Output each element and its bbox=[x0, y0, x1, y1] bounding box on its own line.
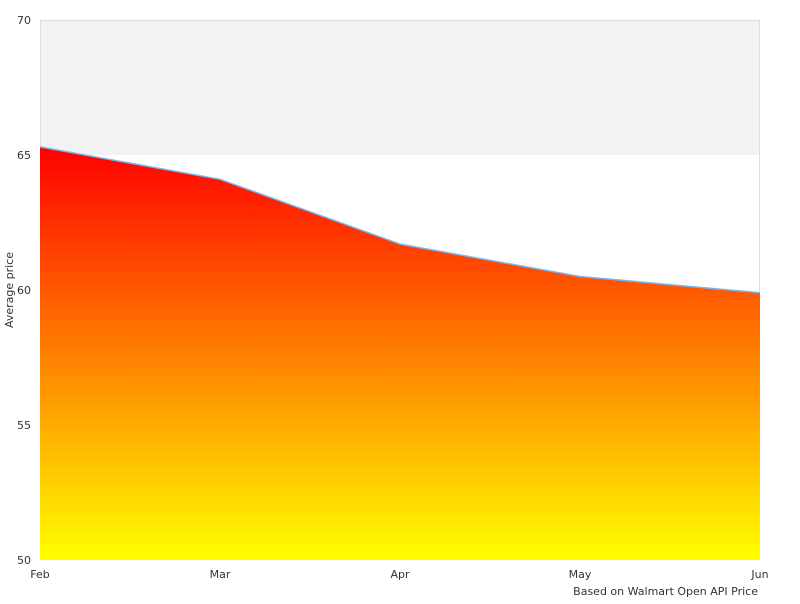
y-tick-label: 65 bbox=[17, 149, 31, 162]
x-tick-label: Mar bbox=[210, 568, 231, 581]
x-tick-label: Feb bbox=[30, 568, 49, 581]
area-fill bbox=[40, 147, 760, 560]
y-axis-title: Average price bbox=[3, 252, 16, 328]
y-tick-label: 55 bbox=[17, 419, 31, 432]
y-tick-label: 70 bbox=[17, 14, 31, 27]
y-tick-label: 60 bbox=[17, 284, 31, 297]
x-tick-label: May bbox=[569, 568, 592, 581]
x-tick-label: Apr bbox=[390, 568, 410, 581]
x-tick-label: Jun bbox=[750, 568, 768, 581]
source-note: Based on Walmart Open API Price bbox=[573, 585, 758, 598]
y-tick-label: 50 bbox=[17, 554, 31, 567]
plot-band bbox=[40, 20, 760, 155]
